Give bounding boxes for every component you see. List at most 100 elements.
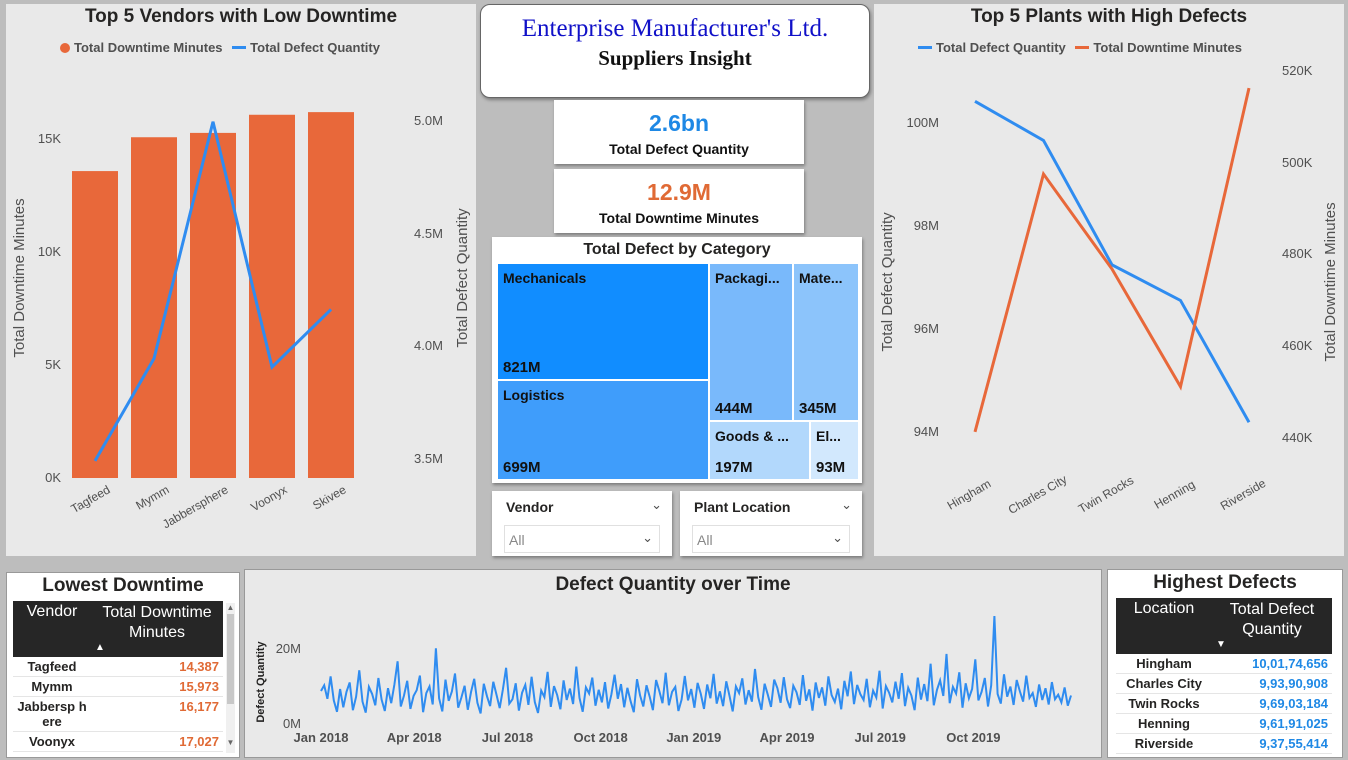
vendor-bar	[308, 112, 354, 478]
treemap-value: 93M	[816, 459, 846, 476]
location-cell: Henning	[1116, 713, 1212, 734]
vendor-x-label: Skivee	[310, 482, 348, 512]
plants-legend-item-0: Total Defect Quantity	[936, 40, 1066, 55]
plants-left-tick: 94M	[914, 424, 939, 439]
plants-chart: Total Defect Quantity Total Downtime Min…	[879, 63, 1339, 517]
time-x-label: Jan 2018	[294, 730, 349, 745]
scroll-up-icon[interactable]: ▲	[226, 603, 235, 612]
time-y-tick: 0M	[283, 716, 301, 731]
table-row[interactable]: Tagfeed 14,387	[13, 657, 223, 677]
treemap-label: Mate...	[799, 270, 843, 286]
plants-ylabel-right: Total Downtime Minutes	[1322, 202, 1339, 361]
plant-location-slicer[interactable]: Plant Location ⌄ All ⌄	[680, 491, 862, 556]
plants-legend-item-1: Total Downtime Minutes	[1093, 40, 1242, 55]
vendors-left-tick: 10K	[38, 244, 61, 259]
table-row[interactable]: Henning 9,61,91,025	[1116, 713, 1332, 734]
defect-time-line	[320, 616, 1072, 714]
treemap-cell-mechanicals[interactable]: Mechanicals 821M	[497, 263, 709, 380]
location-cell: Hingham	[1116, 654, 1212, 674]
plant-x-label: Riverside	[1218, 476, 1269, 513]
chevron-down-icon[interactable]: ⌄	[832, 530, 843, 545]
location-cell: Riverside	[1116, 733, 1212, 754]
column-header-defects[interactable]: Total Defect Quantity ▼	[1212, 598, 1332, 654]
highest-defects-title: Highest Defects	[1153, 572, 1297, 593]
treemap-cell-goods[interactable]: Goods & ... 197M	[709, 421, 810, 480]
plants-left-tick: 96M	[914, 321, 939, 336]
table-row[interactable]: Voonyx 17,027	[13, 731, 223, 752]
time-x-label: Jan 2019	[666, 730, 721, 745]
plant-defect-line	[974, 99, 1251, 423]
downtime-cell: 15,973	[91, 676, 223, 697]
company-name: Enterprise Manufacturer's Ltd.	[521, 15, 829, 42]
sort-asc-icon[interactable]: ▲	[95, 642, 105, 653]
chevron-down-icon[interactable]: ⌄	[841, 497, 852, 512]
plants-right-tick: 520K	[1282, 63, 1313, 78]
vendor-bar	[249, 114, 295, 479]
vendors-chart-panel: Top 5 Vendors with Low Downtime Total Do…	[6, 4, 476, 556]
table-row[interactable]: Mymm 15,973	[13, 676, 223, 697]
lowest-downtime-table-wrap: Vendor Total Downtime Minutes ▲ Tagfeed 14…	[13, 601, 223, 752]
table-row[interactable]: Charles City 9,93,90,908	[1116, 673, 1332, 694]
treemap-cell-logistics[interactable]: Logistics 699M	[497, 380, 709, 480]
column-header-vendor[interactable]: Vendor	[26, 603, 78, 620]
header-card: Enterprise Manufacturer's Ltd. Suppliers…	[480, 4, 870, 98]
treemap-label: El...	[816, 428, 841, 444]
time-ylabel: Defect Quantity	[255, 640, 267, 722]
table-scrollbar[interactable]: ▲ ▼	[226, 603, 235, 753]
vendor-slicer-value: All	[509, 532, 525, 548]
plants-left-tick: 100M	[906, 115, 939, 130]
vendors-right-tick: 4.0M	[414, 338, 443, 353]
chevron-down-icon[interactable]: ⌄	[651, 497, 662, 512]
location-cell: Charles City	[1116, 673, 1212, 694]
sort-desc-icon[interactable]: ▼	[1216, 639, 1226, 650]
column-header-location[interactable]: Location	[1133, 600, 1195, 617]
kpi-defect-label: Total Defect Quantity	[609, 141, 749, 157]
highest-defects-panel: Highest Defects Location Total Defect Qu…	[1107, 569, 1343, 758]
vendors-right-tick: 3.5M	[414, 451, 443, 466]
treemap-cell-packaging[interactable]: Packagi... 444M	[709, 263, 793, 421]
scroll-down-icon[interactable]: ▼	[226, 738, 235, 747]
vendor-x-label: Voonyx	[248, 482, 289, 514]
vendor-defect-line	[93, 121, 333, 462]
plant-slicer-value: All	[697, 532, 713, 548]
downtime-cell: 16,177	[91, 696, 223, 732]
treemap-value: 444M	[715, 400, 753, 417]
column-header-downtime[interactable]: Total Downtime Minutes ▲	[91, 601, 223, 657]
table-row[interactable]: Hingham 10,01,74,656	[1116, 654, 1332, 674]
vendors-left-tick: 5K	[45, 357, 61, 372]
defects-cell: 9,69,03,184	[1212, 693, 1332, 714]
table-row[interactable]: Riverside 9,37,55,414	[1116, 733, 1332, 754]
scrollbar-thumb[interactable]	[227, 614, 234, 704]
time-x-label: Oct 2018	[573, 730, 627, 745]
table-header-row: Vendor Total Downtime Minutes ▲	[13, 601, 223, 657]
kpi-downtime-value: 12.9M	[647, 179, 711, 205]
time-chart-title: Defect Quantity over Time	[555, 574, 791, 595]
time-chart: Defect Quantity 0M 20M Jan 2018 Apr 2018 J…	[255, 616, 1072, 745]
vendor-cell: Voonyx	[13, 731, 91, 752]
highest-defects-table-wrap: Location Total Defect Quantity ▼ Hingham 1…	[1116, 598, 1332, 754]
table-row[interactable]: Twin Rocks 9,69,03,184	[1116, 693, 1332, 714]
plant-slicer-dropdown[interactable]: All ⌄	[692, 525, 850, 553]
header-subtitle: Suppliers Insight	[598, 46, 752, 70]
vendor-bar	[72, 171, 118, 478]
plant-x-label: Twin Rocks	[1076, 473, 1136, 516]
vendor-slicer[interactable]: Vendor ⌄ All ⌄	[492, 491, 672, 556]
vendors-left-tick: 15K	[38, 131, 61, 146]
kpi-downtime-label: Total Downtime Minutes	[599, 210, 759, 226]
chevron-down-icon[interactable]: ⌄	[642, 530, 653, 545]
vendor-slicer-dropdown[interactable]: All ⌄	[504, 525, 660, 553]
plants-ylabel-left: Total Defect Quantity	[879, 212, 896, 352]
plants-right-tick: 460K	[1282, 338, 1313, 353]
treemap-cell-materials[interactable]: Mate... 345M	[793, 263, 859, 421]
table-row[interactable]: Jabbersp here 16,177	[13, 696, 223, 732]
vendor-x-label: Mymm	[133, 482, 171, 512]
defects-cell: 9,37,55,414	[1212, 733, 1332, 754]
defects-cell: 9,61,91,025	[1212, 713, 1332, 734]
time-x-label: Apr 2018	[387, 730, 442, 745]
lowest-downtime-table: Vendor Total Downtime Minutes ▲ Tagfeed 14…	[13, 601, 223, 752]
column-header-text: Total Defect Quantity	[1229, 601, 1315, 638]
treemap-cell-electrical[interactable]: El... 93M	[810, 421, 859, 480]
treemap-value: 699M	[503, 459, 541, 476]
legend-line-orange	[1075, 46, 1090, 49]
vendors-ylabel-left: Total Downtime Minutes	[11, 198, 28, 357]
